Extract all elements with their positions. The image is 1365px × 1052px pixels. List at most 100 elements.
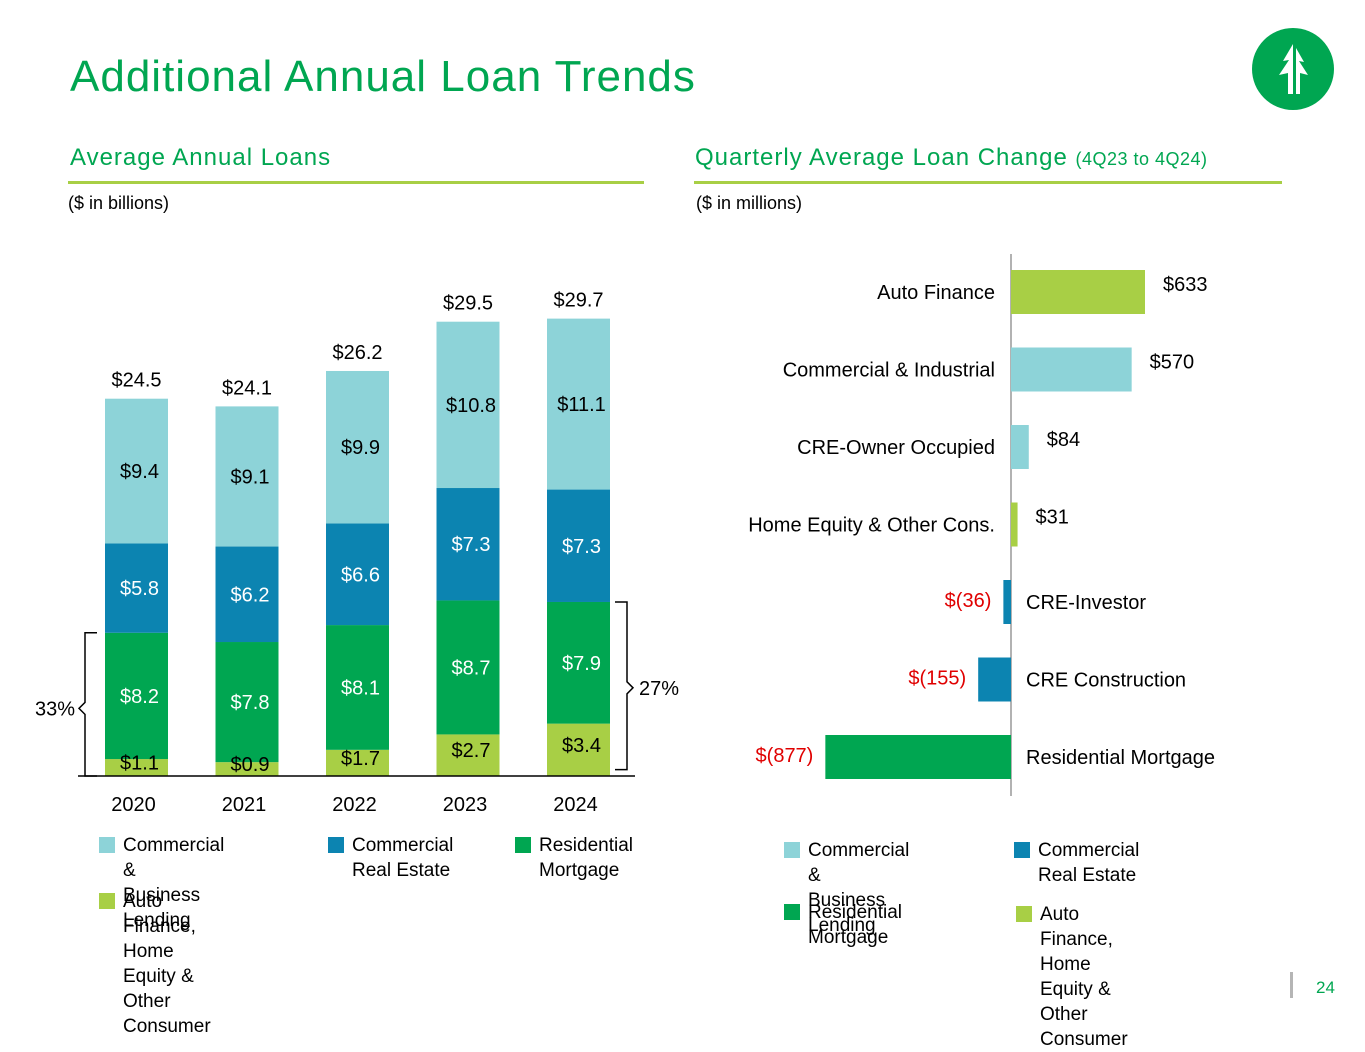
legend-label: Auto Finance, Home Equity & Other Consum… — [123, 891, 211, 1037]
bar-segment — [547, 318, 610, 490]
category-label: Home Equity & Other Cons. — [748, 515, 995, 537]
bar-segment — [436, 600, 500, 735]
x-tick-label: 2021 — [222, 794, 267, 816]
segment-label: $8.1 — [341, 677, 380, 699]
value-label: $31 — [1036, 507, 1069, 529]
category-label: CRE-Investor — [1026, 592, 1146, 614]
legend-swatch — [784, 904, 800, 920]
segment-label: $7.8 — [231, 692, 270, 714]
right-section-title-suffix: (4Q23 to 4Q24) — [1075, 149, 1208, 169]
bar-segment — [547, 489, 610, 602]
bar-segment — [105, 543, 168, 633]
segment-label: $6.2 — [231, 584, 270, 606]
total-label: $29.5 — [443, 293, 493, 315]
right-units-label: ($ in millions) — [696, 193, 803, 213]
left-section-title: Average Annual Loans — [70, 144, 331, 172]
bar — [825, 735, 1011, 779]
segment-label: $9.1 — [231, 466, 270, 488]
legend-label: Commercial & Business Lending — [808, 840, 910, 936]
value-label: $84 — [1047, 429, 1080, 451]
legend-label: Commercial Real Estate — [352, 835, 454, 881]
legend-swatch — [1014, 842, 1030, 858]
total-label: $24.5 — [111, 370, 161, 392]
bar-segment — [215, 762, 279, 776]
x-tick-label: 2022 — [332, 794, 377, 816]
segment-label: $9.4 — [120, 461, 159, 483]
bar-segment — [547, 723, 610, 776]
legend-label: Commercial Real Estate — [1038, 840, 1140, 886]
segment-label: $1.1 — [120, 753, 159, 775]
bar-segment — [436, 734, 500, 776]
legend-label: Auto Finance, Home Equity & Other Consum… — [1040, 904, 1128, 1050]
segment-label: $7.3 — [452, 534, 491, 556]
right-section-title-text: Quarterly Average Loan Change — [695, 144, 1068, 171]
segment-label: $8.7 — [452, 657, 491, 679]
segment-label: $0.9 — [231, 754, 270, 776]
total-label: $29.7 — [553, 290, 603, 312]
bank-logo-icon — [1252, 28, 1334, 110]
bar-segment — [105, 632, 168, 760]
left-units-label: ($ in billions) — [68, 193, 170, 213]
bar — [1011, 502, 1018, 547]
value-label: $(877) — [756, 745, 814, 767]
x-tick-label: 2024 — [553, 794, 598, 816]
bar-segment — [215, 546, 279, 643]
legend-label: Residential Mortgage — [808, 902, 902, 948]
page-number: 24 — [1316, 978, 1335, 997]
value-label: $(155) — [908, 668, 966, 690]
segment-label: $9.9 — [341, 437, 380, 459]
value-label: $(36) — [945, 590, 992, 612]
legend-swatch — [99, 837, 115, 853]
segment-label: $10.8 — [446, 395, 496, 417]
legend-swatch — [784, 842, 800, 858]
segment-label: $7.3 — [562, 536, 601, 558]
x-tick-label: 2020 — [111, 794, 156, 816]
right-section-divider — [694, 181, 1282, 184]
bar — [1011, 347, 1132, 392]
left-section-title-text: Average Annual Loans — [70, 144, 332, 171]
bar — [1011, 270, 1145, 314]
x-tick-label: 2023 — [443, 794, 488, 816]
segment-label: $2.7 — [452, 740, 491, 762]
total-label: $24.1 — [222, 377, 272, 399]
segment-label: $11.1 — [557, 394, 606, 416]
legend-label: Commercial & Business Lending — [123, 835, 225, 931]
bar-segment — [215, 642, 279, 763]
quarterly-loan-change-chart: Auto Finance $633 Commercial & Industrial $… — [748, 254, 1215, 796]
bar — [1011, 425, 1029, 469]
page-title: Additional Annual Loan Trends — [70, 52, 696, 101]
category-label: Residential Mortgage — [1026, 747, 1215, 769]
bar-segment — [105, 398, 168, 544]
legend-label: Residential Mortgage — [539, 835, 633, 881]
bar-segment — [215, 406, 279, 547]
value-label: $633 — [1163, 274, 1208, 296]
legend-swatch — [515, 837, 531, 853]
legend-swatch — [328, 837, 344, 853]
annotation-label: 33% — [35, 698, 75, 720]
category-label: Commercial & Industrial — [783, 360, 995, 382]
category-label: CRE-Owner Occupied — [797, 437, 995, 459]
segment-label: $5.8 — [120, 578, 159, 600]
value-label: $570 — [1150, 352, 1195, 374]
right-section-title: Quarterly Average Loan Change (4Q23 to 4… — [695, 144, 1208, 172]
segment-label: $6.6 — [341, 564, 380, 586]
average-annual-loans-chart: $24.5 2020 $24.1 2021 $26.2 2022 $29.5 2023 $29.… — [35, 290, 679, 816]
category-label: Auto Finance — [877, 282, 995, 304]
bar-segment — [326, 749, 389, 776]
bar-segment — [436, 321, 500, 489]
bar-segment — [326, 370, 389, 524]
bar — [1003, 580, 1011, 624]
legend-swatch — [1016, 906, 1032, 922]
bar-segment — [326, 625, 389, 750]
segment-label: $8.2 — [120, 686, 159, 708]
bracket-left — [77, 632, 97, 777]
page-number-divider — [1290, 972, 1293, 998]
segment-label: $7.9 — [562, 653, 601, 675]
category-label: CRE Construction — [1026, 670, 1186, 692]
total-label: $26.2 — [332, 342, 382, 364]
segment-label: $3.4 — [562, 735, 601, 757]
bar — [978, 657, 1011, 702]
bar-segment — [326, 523, 389, 626]
segment-label: $1.7 — [341, 748, 380, 770]
annotation-label: 27% — [639, 678, 679, 700]
